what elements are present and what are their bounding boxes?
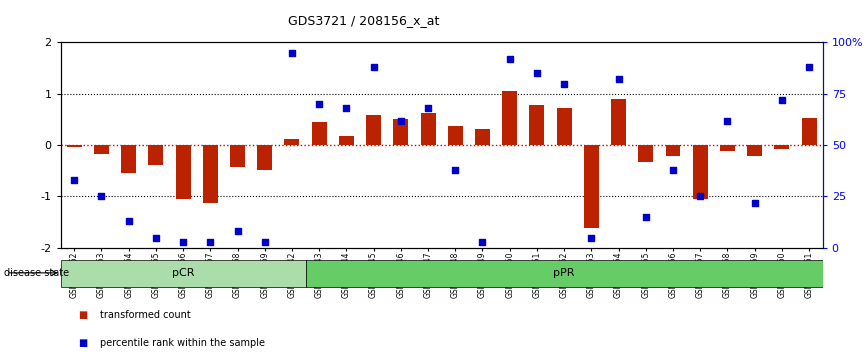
Text: ■: ■ (78, 310, 87, 320)
Point (557, 81, 571, 86)
Text: ■: ■ (78, 338, 87, 348)
Bar (774, 145, 789, 149)
Point (475, 239, 489, 245)
Text: disease state: disease state (4, 268, 69, 279)
Bar (475, 129, 490, 145)
Bar (306, 260, 823, 287)
Point (666, 167, 680, 173)
Bar (448, 126, 462, 145)
Point (258, 239, 272, 245)
Point (339, 105, 353, 111)
Bar (61, 260, 306, 287)
Bar (121, 145, 136, 173)
Bar (802, 119, 817, 145)
Point (421, 105, 435, 111)
Point (366, 64, 380, 70)
Point (204, 239, 217, 245)
Point (149, 235, 163, 240)
Bar (584, 145, 598, 228)
Point (775, 97, 789, 103)
Bar (366, 115, 381, 145)
Bar (203, 145, 217, 202)
Bar (611, 99, 626, 145)
Point (68, 177, 81, 183)
Point (122, 218, 136, 224)
Point (449, 167, 462, 173)
Text: percentile rank within the sample: percentile rank within the sample (100, 338, 265, 348)
Text: transformed count: transformed count (100, 310, 191, 320)
Point (639, 214, 653, 220)
Bar (312, 122, 326, 145)
Point (285, 50, 299, 56)
Text: pPR: pPR (553, 268, 575, 278)
Bar (638, 145, 653, 161)
Point (394, 118, 408, 123)
Point (503, 56, 517, 62)
Bar (693, 145, 708, 199)
Bar (94, 145, 109, 154)
Point (230, 229, 244, 234)
Bar (230, 145, 245, 167)
Bar (421, 113, 436, 145)
Bar (720, 145, 735, 151)
Bar (665, 145, 681, 156)
Point (176, 239, 190, 245)
Bar (176, 145, 191, 199)
Bar (148, 145, 164, 165)
Point (747, 200, 761, 205)
Text: GDS3721 / 208156_x_at: GDS3721 / 208156_x_at (288, 14, 439, 27)
Bar (257, 145, 272, 170)
Bar (393, 119, 408, 145)
Bar (67, 145, 81, 147)
Point (530, 70, 544, 76)
Bar (557, 108, 572, 145)
Point (694, 194, 708, 199)
Point (802, 64, 816, 70)
Bar (747, 145, 762, 156)
Text: pCR: pCR (171, 268, 194, 278)
Point (611, 76, 625, 82)
Bar (284, 139, 300, 145)
Point (94, 194, 108, 199)
Bar (339, 136, 354, 145)
Bar (502, 91, 517, 145)
Point (585, 235, 598, 240)
Point (313, 101, 326, 107)
Point (721, 118, 734, 123)
Bar (529, 105, 545, 145)
